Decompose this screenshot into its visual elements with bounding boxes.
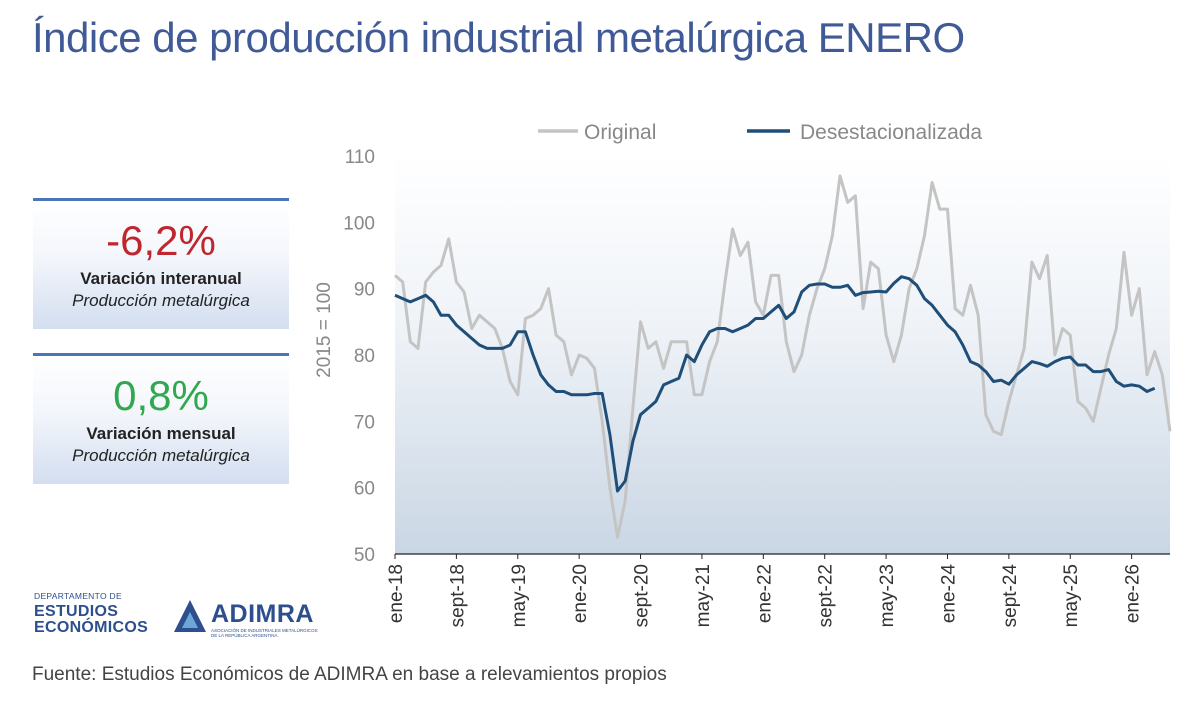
y-tick-label: 110 — [345, 147, 375, 168]
dept-logo: DEPARTAMENTO DE ESTUDIOS ECONÓMICOS — [34, 592, 148, 636]
x-tick-label: ene-22 — [754, 564, 775, 623]
dept-logo-line1: ESTUDIOS — [34, 602, 119, 620]
page-title: Índice de producción industrial metalúrg… — [32, 14, 965, 61]
x-tick-label: ene-20 — [570, 564, 591, 623]
x-tick-label: may-25 — [1061, 564, 1082, 627]
interannual-label: Variación interanual — [80, 269, 242, 288]
x-tick-label: ene-26 — [1123, 564, 1144, 623]
adimra-logo-text: ADIMRA — [211, 600, 314, 628]
x-tick-label: may-23 — [877, 564, 898, 627]
source-note: Fuente: Estudios Económicos de ADIMRA en… — [32, 664, 667, 685]
y-axis-label: 2015 = 100 — [314, 282, 335, 378]
legend: Original Desestacionalizada — [538, 121, 982, 144]
x-tick-label: ene-18 — [386, 564, 407, 623]
y-tick-label: 80 — [354, 346, 375, 367]
x-tick-label: sept-24 — [1000, 564, 1021, 628]
monthly-card: 0,8% Variación mensual Producción metalú… — [33, 353, 289, 484]
x-tick-label: sept-18 — [447, 564, 468, 627]
legend-original-label: Original — [584, 121, 656, 144]
y-tick-label: 70 — [354, 412, 375, 433]
plot-area — [395, 156, 1170, 554]
x-tick-label: may-21 — [693, 564, 714, 627]
legend-deseasonal-label: Desestacionalizada — [800, 121, 982, 144]
dept-logo-line2: ECONÓMICOS — [34, 618, 149, 636]
x-tick-label: ene-24 — [938, 564, 959, 624]
y-tick-label: 90 — [354, 280, 375, 301]
monthly-sublabel: Producción metalúrgica — [72, 446, 250, 465]
adimra-logo-subtitle: ASOCIACIÓN DE INDUSTRIALES METALÚRGICOS … — [211, 628, 318, 639]
y-tick-label: 100 — [343, 213, 375, 234]
x-tick-label: sept-22 — [816, 564, 837, 627]
interannual-sublabel: Producción metalúrgica — [72, 291, 250, 310]
adimra-logo-icon — [174, 600, 206, 632]
monthly-label: Variación mensual — [86, 424, 236, 443]
monthly-value: 0,8% — [113, 372, 209, 419]
interannual-card: -6,2% Variación interanual Producción me… — [33, 198, 289, 329]
interannual-value: -6,2% — [106, 217, 216, 264]
series-deseasonal-line — [394, 275, 1156, 493]
dept-logo-small: DEPARTAMENTO DE — [34, 591, 122, 601]
x-tick-label: may-19 — [509, 564, 530, 627]
y-tick-label: 60 — [354, 479, 375, 500]
x-tick-label: sept-20 — [632, 564, 653, 627]
y-tick-label: 50 — [354, 545, 375, 566]
